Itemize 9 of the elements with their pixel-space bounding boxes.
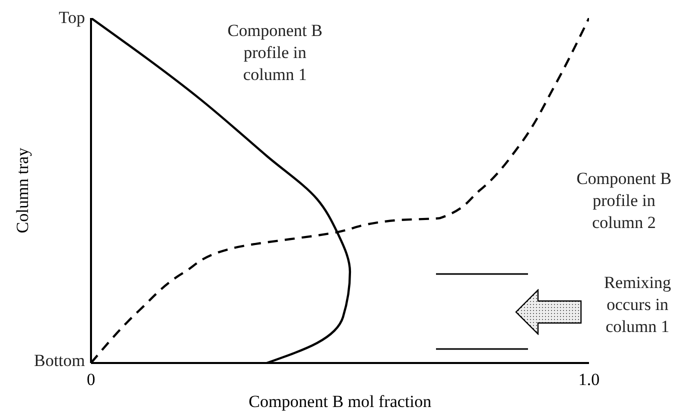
x-tick-label: 1.0 (578, 370, 600, 390)
text: Bottom (32, 350, 85, 372)
x-axis-title: Component B mol fraction (248, 392, 432, 411)
text: Top (58, 7, 85, 29)
annotation: Component B profile in column 2 (576, 168, 672, 234)
x-tick-label: 0 (86, 370, 96, 390)
y-axis-title: Column tray (13, 147, 32, 234)
text: Remixing occurs in column 1 (602, 272, 672, 338)
annotation: Component B profile in column 1 (226, 20, 324, 86)
